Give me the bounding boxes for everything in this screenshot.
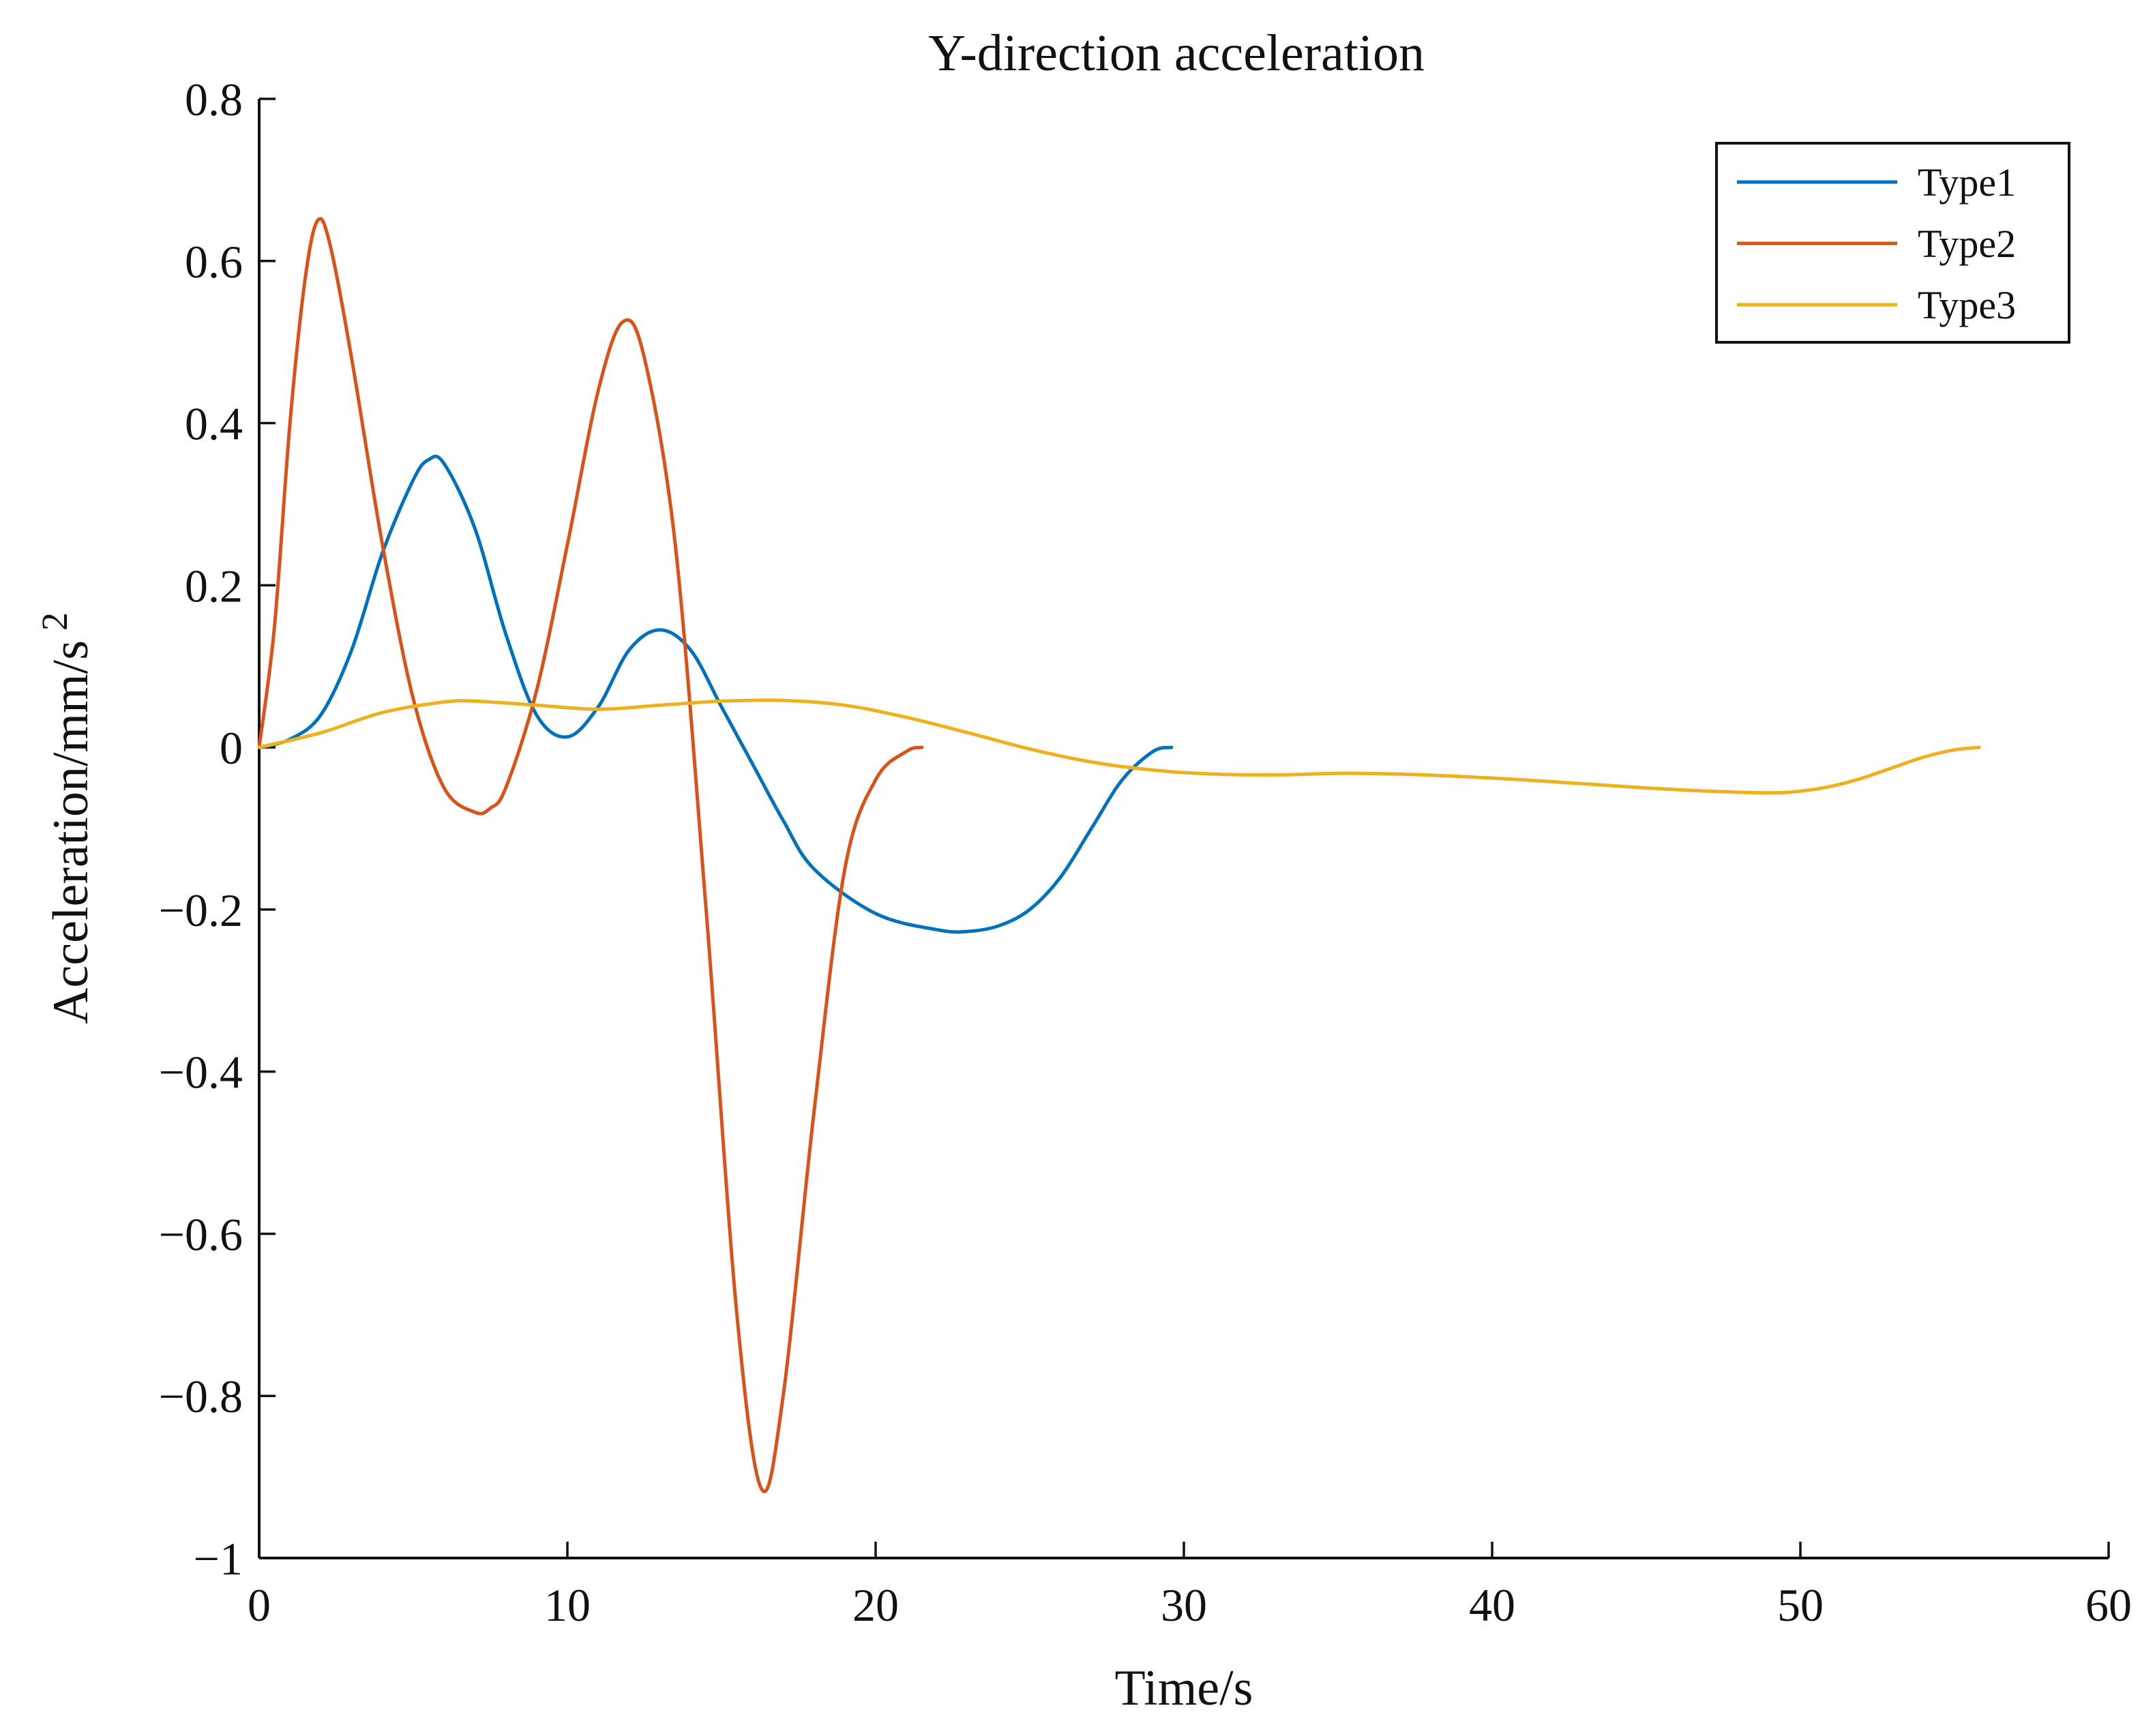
y-axis-title: Acceleration/mm/s 2	[34, 612, 99, 1024]
y-tick-label: 0	[220, 722, 243, 774]
y-tick-label: −0.4	[159, 1047, 243, 1098]
x-tick-label: 40	[1469, 1579, 1515, 1631]
x-tick-label: 10	[544, 1579, 591, 1631]
x-tick-label: 20	[852, 1579, 899, 1631]
y-tick-label: −0.2	[159, 884, 243, 936]
x-ticks: 0 10 20 30 40 50 60	[248, 1542, 2132, 1631]
y-tick-label: 0.4	[185, 398, 243, 450]
x-axis-title: Time/s	[1115, 1660, 1253, 1716]
series-line-type2	[257, 217, 924, 1493]
y-tick-label: 0.6	[185, 236, 243, 288]
y-tick-label: −0.8	[159, 1371, 243, 1422]
y-tick-label: 0.8	[185, 74, 243, 125]
legend[interactable]: Type1 Type2 Type3	[1715, 142, 2070, 344]
y-tick-label: −1	[194, 1533, 243, 1585]
x-tick-label: 50	[1777, 1579, 1824, 1631]
y-axis-title-main: Acceleration/mm/s	[43, 640, 99, 1024]
y-tick-label: 0.2	[185, 560, 243, 612]
y-axis-title-superscript: 2	[34, 612, 75, 631]
y-tick-label: −0.6	[159, 1208, 243, 1260]
legend-label-type3: Type3	[1918, 283, 2016, 327]
legend-label-type2: Type2	[1918, 222, 2016, 266]
x-tick-label: 0	[248, 1579, 271, 1631]
series-line-type1	[257, 454, 1174, 934]
legend-label-type1: Type1	[1918, 160, 2016, 205]
chart-title: Y-direction acceleration	[928, 25, 1425, 82]
x-tick-label: 60	[2085, 1579, 2132, 1631]
legend-items: Type1 Type2 Type3	[1737, 160, 2016, 327]
series-layer	[257, 217, 1981, 1493]
series-line-type3	[257, 698, 1981, 795]
y-ticks: −1 −0.8 −0.6 −0.4 −0.2 0 0.2 0.4 0.6 0.8	[159, 74, 276, 1585]
x-tick-label: 30	[1161, 1579, 1207, 1631]
